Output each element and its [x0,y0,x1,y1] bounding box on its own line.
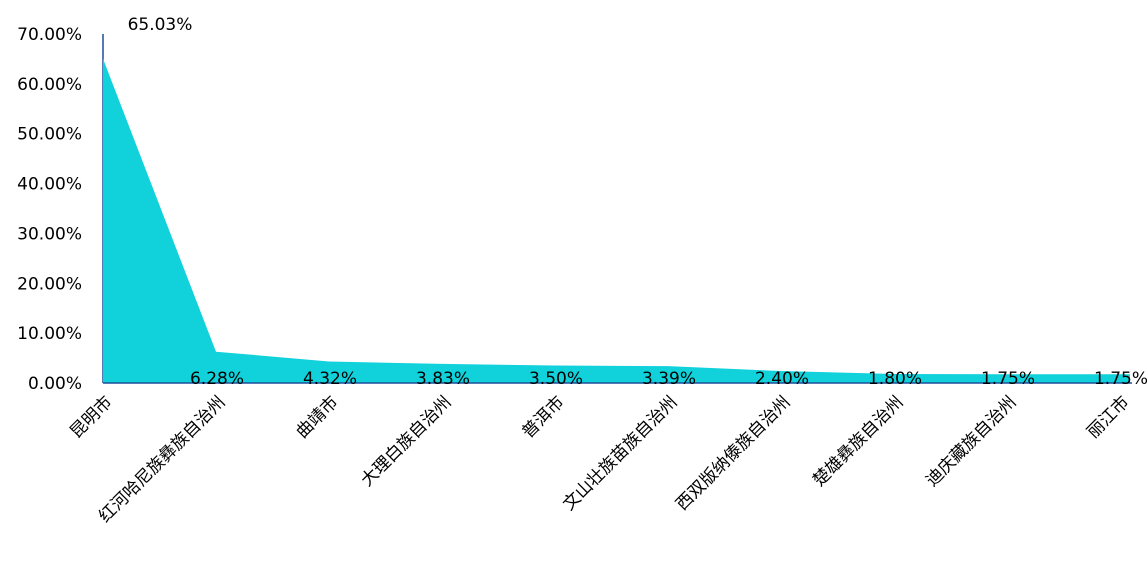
category-label: 昆明市 [66,392,116,442]
data-labels: 65.03% 6.28% 4.32% 3.83% 3.50% 3.39% 2.40% 1.80… [128,15,1147,389]
data-label: 3.39% [642,369,696,389]
y-axis: 0.00% 10.00% 20.00% 30.00% 40.00% 50.00% 60.00… [17,25,104,394]
area-series [102,58,1130,384]
data-label: 1.80% [868,369,922,389]
data-label: 2.40% [755,369,809,389]
category-label: 迪庆藏族自治州 [922,392,1020,490]
y-tick-label: 10.00% [17,324,82,344]
y-tick-label: 60.00% [17,75,82,95]
data-label: 1.75% [1094,369,1147,389]
data-label: 4.32% [303,369,357,389]
area-fill [103,58,1130,384]
y-tick-label: 20.00% [17,274,82,294]
y-tick-label: 50.00% [17,125,82,145]
y-tick-label: 70.00% [17,25,82,45]
data-label: 6.28% [190,369,244,389]
category-label: 西双版纳傣族自治州 [672,392,794,514]
y-tick-label: 30.00% [17,224,82,244]
data-label: 65.03% [128,15,193,35]
data-label: 3.50% [529,369,583,389]
category-label: 红河哈尼族彝族自治州 [95,392,229,526]
y-tick-label: 40.00% [17,175,82,195]
data-label: 1.75% [981,369,1035,389]
category-label: 普洱市 [518,392,568,442]
category-label: 丽江市 [1083,392,1133,442]
category-label: 文山壮族苗族自治州 [559,392,681,514]
category-label: 大理白族自治州 [357,392,455,490]
category-label: 楚雄彝族自治州 [809,392,907,490]
category-label: 曲靖市 [292,392,342,442]
data-label: 3.83% [416,369,470,389]
y-tick-label: 0.00% [28,374,82,394]
